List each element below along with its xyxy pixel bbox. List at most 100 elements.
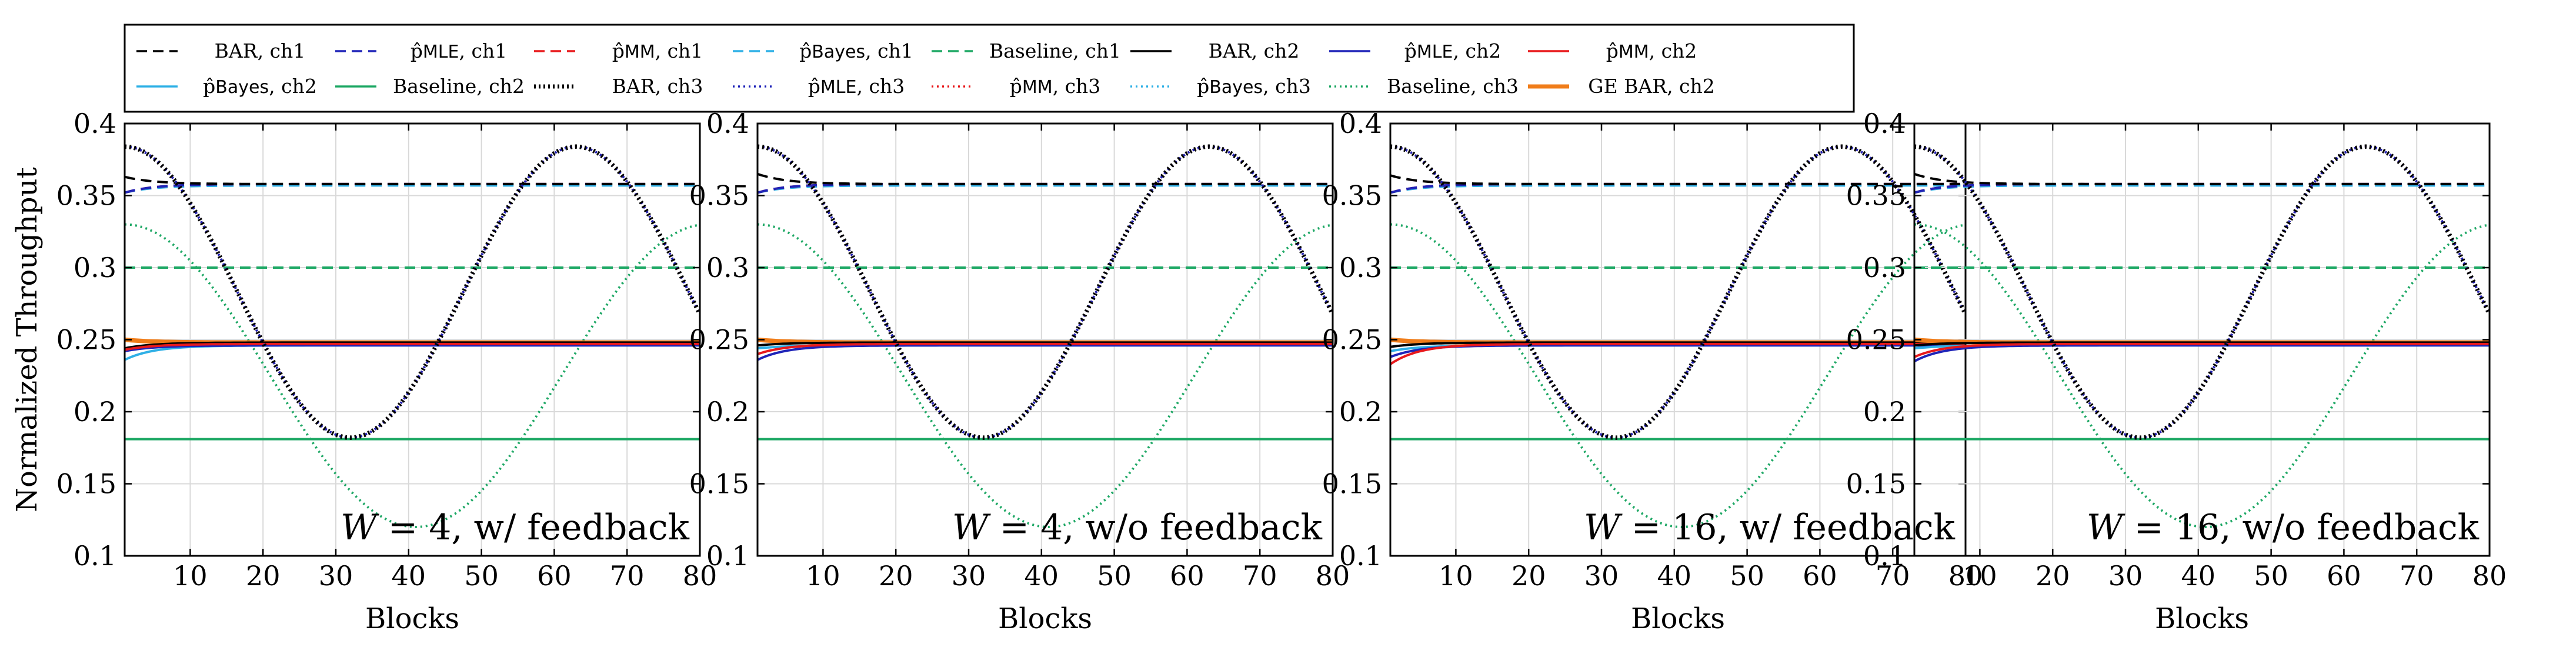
series-line-bar-ch2 bbox=[1914, 341, 2490, 347]
y-tick-label: 0.2 bbox=[706, 396, 749, 428]
series-line-bar-ch2 bbox=[758, 341, 1333, 347]
x-tick-label: 50 bbox=[1730, 560, 1764, 592]
series-line-p-bayes-ch1 bbox=[1390, 184, 1966, 194]
legend-label: BAR, ch2 bbox=[1209, 39, 1300, 62]
x-tick-label: 30 bbox=[2108, 560, 2143, 592]
x-tick-label: 80 bbox=[1948, 560, 1983, 592]
x-tick-label: 30 bbox=[952, 560, 986, 592]
y-tick-label: 0.35 bbox=[689, 180, 749, 212]
legend-label: Baseline, ch3 bbox=[1387, 75, 1519, 98]
x-tick-label: 50 bbox=[2254, 560, 2288, 592]
x-tick-label: 20 bbox=[246, 560, 281, 592]
y-tick-label: 0.2 bbox=[1339, 396, 1382, 428]
series-line-bar-ch3 bbox=[125, 144, 700, 440]
x-tick-label: 20 bbox=[879, 560, 913, 592]
series-line-bar-ch1 bbox=[125, 175, 700, 185]
y-tick-label: 0.4 bbox=[1863, 108, 1906, 139]
y-tick-label: 0.3 bbox=[74, 252, 116, 284]
panel-title: W = 16, w/ feedback bbox=[1584, 507, 1956, 548]
legend-item-p-mle-ch2: p̂MLE, ch2 bbox=[1329, 39, 1501, 62]
ticks: 10 20 30 40 50 60 70 80 0.1 0.15 0.2 0.25 0.3 0.35 0.4 bbox=[1322, 108, 1983, 592]
x-tick-label: 80 bbox=[2472, 560, 2507, 592]
legend-label: p̂Bayes, ch2 bbox=[203, 75, 317, 98]
chart-panels: 10 20 30 40 50 60 70 80 0.1 0.15 0.2 0.25 0.3 0.35 0.4… bbox=[11, 108, 2507, 635]
x-tick-label: 60 bbox=[1803, 560, 1837, 592]
legend-item-bar-ch2: BAR, ch2 bbox=[1130, 39, 1299, 62]
series-line-p-mm-ch3 bbox=[758, 145, 1333, 439]
x-tick-label: 60 bbox=[2327, 560, 2361, 592]
series-line-p-bayes-ch2 bbox=[125, 344, 700, 361]
gridlines bbox=[1914, 123, 2490, 556]
series-line-p-bayes-ch3 bbox=[1914, 145, 2490, 439]
y-tick-label: 0.1 bbox=[1339, 540, 1382, 572]
series-line-p-mm-ch2 bbox=[1914, 342, 2490, 358]
gridlines bbox=[758, 123, 1333, 556]
chart-panel-1: 10 20 30 40 50 60 70 80 0.1 0.15 0.2 0.25 0.3 0.35 0.4… bbox=[11, 108, 717, 635]
x-axis-label: Blocks bbox=[998, 602, 1092, 635]
x-tick-label: 60 bbox=[1170, 560, 1204, 592]
x-tick-label: 30 bbox=[319, 560, 353, 592]
ticks: 10 20 30 40 50 60 70 80 0.1 0.15 0.2 0.25 0.3 0.35 0.4 bbox=[56, 108, 718, 592]
x-axis-label: Blocks bbox=[365, 602, 459, 635]
legend-label: BAR, ch1 bbox=[215, 39, 306, 62]
series-line-p-mm-ch3 bbox=[125, 145, 700, 439]
legend-label: p̂MLE, ch1 bbox=[411, 39, 507, 62]
y-tick-label: 0.1 bbox=[74, 540, 116, 572]
y-tick-label: 0.4 bbox=[74, 108, 116, 139]
legend-item-baseline-ch1: Baseline, ch1 bbox=[932, 39, 1121, 62]
series-line-p-mle-ch2 bbox=[758, 344, 1333, 361]
x-tick-label: 70 bbox=[1243, 560, 1277, 592]
legend-item-p-mle-ch1: p̂MLE, ch1 bbox=[335, 39, 507, 62]
y-tick-label: 0.35 bbox=[56, 180, 116, 212]
x-tick-label: 50 bbox=[1097, 560, 1132, 592]
legend-item-bar-ch3: BAR, ch3 bbox=[534, 75, 703, 98]
x-tick-label: 40 bbox=[392, 560, 426, 592]
series-line-p-mle-ch3 bbox=[758, 145, 1333, 439]
legend-item-bar-ch1: BAR, ch1 bbox=[136, 39, 305, 62]
legend-label: Baseline, ch2 bbox=[393, 75, 525, 98]
legend-label: p̂Bayes, ch1 bbox=[799, 39, 913, 62]
series-line-p-mle-ch3 bbox=[1914, 145, 2490, 439]
series-line-bar-ch1 bbox=[1914, 172, 2490, 185]
series-line-p-bayes-ch1 bbox=[758, 184, 1333, 194]
y-tick-label: 0.35 bbox=[1322, 180, 1382, 212]
legend-item-p-bayes-ch1: p̂Bayes, ch1 bbox=[733, 39, 913, 62]
y-tick-label: 0.25 bbox=[1322, 324, 1382, 356]
series-line-bar-ch1 bbox=[758, 172, 1333, 185]
y-tick-label: 0.25 bbox=[1846, 324, 1906, 356]
series-line-p-mm-ch2 bbox=[1390, 342, 1966, 365]
legend-item-baseline-ch2: Baseline, ch2 bbox=[335, 75, 525, 98]
series-line-bar-ch2 bbox=[1390, 341, 1966, 348]
y-axis-label: Normalized Throughput bbox=[11, 167, 44, 512]
series-line-bar-ch3 bbox=[758, 144, 1333, 440]
legend-label: p̂MM, ch3 bbox=[1010, 75, 1101, 98]
series-group bbox=[758, 144, 1333, 529]
series-line-baseline-ch3 bbox=[125, 223, 700, 529]
legend-item-p-bayes-ch2: p̂Bayes, ch2 bbox=[136, 75, 317, 98]
y-tick-label: 0.1 bbox=[706, 540, 749, 572]
y-tick-label: 0.15 bbox=[56, 468, 116, 500]
x-tick-label: 10 bbox=[1439, 560, 1473, 592]
legend-item-p-mm-ch2: p̂MM, ch2 bbox=[1528, 39, 1697, 62]
y-tick-label: 0.15 bbox=[1322, 468, 1382, 500]
series-line-bar-ch1 bbox=[1390, 174, 1966, 185]
series-line-p-bayes-ch1 bbox=[1914, 184, 2490, 194]
chart-panel-3: 10 20 30 40 50 60 70 80 0.1 0.15 0.2 0.25 0.3 0.35 0.4… bbox=[1322, 108, 1983, 635]
series-line-p-mle-ch2 bbox=[1914, 344, 2490, 363]
y-tick-label: 0.15 bbox=[689, 468, 749, 500]
x-tick-label: 40 bbox=[1025, 560, 1059, 592]
series-group bbox=[1390, 144, 1966, 529]
legend-item-p-bayes-ch3: p̂Bayes, ch3 bbox=[1130, 75, 1311, 98]
legend-label: BAR, ch3 bbox=[612, 75, 703, 98]
series-line-baseline-ch3 bbox=[758, 223, 1333, 529]
panel-title: W = 4, w/o feedback bbox=[952, 507, 1323, 548]
series-line-bar-ch2 bbox=[125, 341, 700, 350]
series-line-p-mle-ch2 bbox=[125, 344, 700, 353]
chart-panel-2: 10 20 30 40 50 60 70 80 0.1 0.15 0.2 0.25 0.3 0.35 0.4… bbox=[689, 108, 1350, 635]
series-line-p-bayes-ch1 bbox=[125, 184, 700, 194]
series-group bbox=[1914, 144, 2490, 529]
x-tick-label: 70 bbox=[1876, 560, 1910, 592]
legend-item-p-mm-ch1: p̂MM, ch1 bbox=[534, 39, 703, 62]
x-tick-label: 60 bbox=[537, 560, 572, 592]
